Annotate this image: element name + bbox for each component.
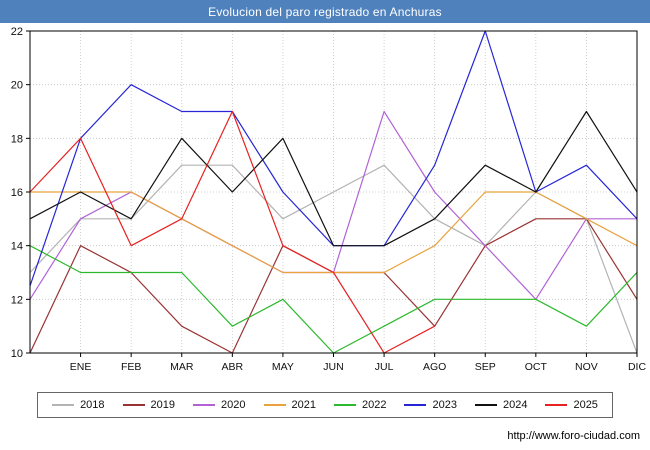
legend-item-2025: 2025 <box>545 399 598 411</box>
x-axis-tick-label: DIC <box>628 361 647 373</box>
legend-label: 2023 <box>432 399 457 411</box>
legend-label: 2024 <box>502 399 528 411</box>
x-axis-tick-label: OCT <box>525 361 548 373</box>
x-axis-tick-label: AGO <box>423 361 446 373</box>
legend-item-2019: 2019 <box>122 399 176 411</box>
x-axis-tick-label: JUL <box>375 361 394 373</box>
x-axis-tick-label: SEP <box>475 361 496 373</box>
legend-label: 2022 <box>362 399 387 411</box>
y-axis-tick-label: 20 <box>11 80 23 92</box>
legend-swatch-2024 <box>474 404 497 406</box>
legend-label: 2021 <box>291 399 316 411</box>
x-axis-tick-label: NOV <box>575 361 598 373</box>
y-axis-tick-label: 12 <box>11 294 23 306</box>
legend-item-2024: 2024 <box>474 399 528 411</box>
x-axis-tick-label: ENE <box>70 361 92 373</box>
legend-label: 2020 <box>221 399 246 411</box>
x-axis-tick-label: ABR <box>222 361 244 373</box>
legend-label: 2019 <box>150 399 176 411</box>
chart-title-bar: Evolucion del paro registrado en Anchura… <box>0 0 650 23</box>
x-axis-tick-label: MAY <box>272 361 294 373</box>
legend-label: 2025 <box>573 399 598 411</box>
legend-item-2020: 2020 <box>193 399 246 411</box>
x-axis-tick-label: MAR <box>170 361 194 373</box>
y-axis-tick-label: 16 <box>11 187 23 199</box>
chart-legend: 2018 2019 2020 2021 2022 2023 2024 2025 <box>37 392 613 418</box>
legend-swatch-2021 <box>263 404 286 406</box>
legend-swatch-2022 <box>334 404 356 406</box>
legend-swatch-2019 <box>122 404 145 406</box>
legend-swatch-2020 <box>193 404 216 406</box>
legend-item-2023: 2023 <box>404 399 457 411</box>
y-axis-tick-label: 18 <box>11 133 23 145</box>
legend-item-2021: 2021 <box>263 399 316 411</box>
series-line-2025 <box>29 110 435 354</box>
y-axis-tick-label: 22 <box>11 26 23 38</box>
paro-evolution-line-chart: 10 12 14 16 18 20 22 ENE FEB MAR ABR MAY JUN JUL AGO SE… <box>11 26 647 373</box>
x-axis-tick-label: FEB <box>121 361 141 373</box>
legend-item-2018: 2018 <box>52 399 105 411</box>
legend-item-2022: 2022 <box>334 399 386 411</box>
legend-swatch-2025 <box>545 404 568 406</box>
y-axis-tick-label: 14 <box>11 241 23 253</box>
legend-label: 2018 <box>80 399 105 411</box>
legend-swatch-2018 <box>52 404 75 406</box>
chart-title: Evolucion del paro registrado en Anchura… <box>208 4 442 19</box>
x-axis-tick-label: JUN <box>323 361 343 373</box>
legend-swatch-2023 <box>404 404 427 406</box>
series-line-2024 <box>29 110 638 247</box>
y-axis-tick-label: 10 <box>11 348 23 360</box>
footer-url: http://www.foro-ciudad.com <box>507 430 640 442</box>
